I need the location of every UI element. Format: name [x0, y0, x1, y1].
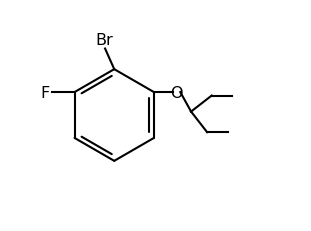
- Text: O: O: [170, 85, 183, 100]
- Text: Br: Br: [95, 33, 113, 48]
- Text: F: F: [40, 85, 49, 100]
